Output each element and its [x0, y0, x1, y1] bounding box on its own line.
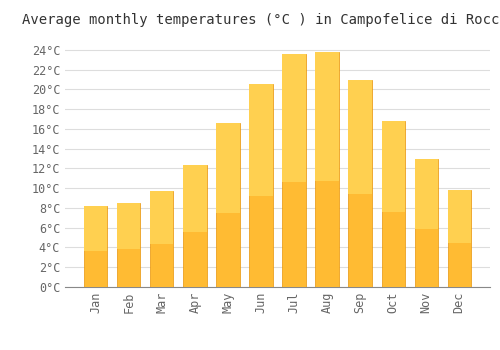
Bar — [448, 190, 470, 287]
Bar — [84, 206, 108, 251]
Bar — [216, 123, 240, 213]
Bar — [184, 166, 206, 232]
Bar — [150, 191, 174, 287]
Bar — [118, 203, 141, 249]
Bar — [216, 123, 240, 287]
Bar — [414, 159, 438, 229]
Bar — [282, 54, 306, 182]
Bar — [150, 191, 174, 244]
Bar — [118, 203, 141, 287]
Bar — [348, 80, 372, 194]
Bar — [382, 121, 404, 212]
Bar — [382, 121, 404, 287]
Bar — [84, 206, 108, 287]
Bar — [348, 80, 372, 287]
Bar — [448, 190, 470, 243]
Bar — [414, 159, 438, 287]
Bar — [316, 52, 338, 181]
Bar — [250, 84, 272, 196]
Bar — [282, 54, 306, 287]
Bar — [250, 84, 272, 287]
Title: Average monthly temperatures (°C ) in Campofelice di Roccella: Average monthly temperatures (°C ) in Ca… — [22, 13, 500, 27]
Bar — [316, 52, 338, 287]
Bar — [184, 166, 206, 287]
